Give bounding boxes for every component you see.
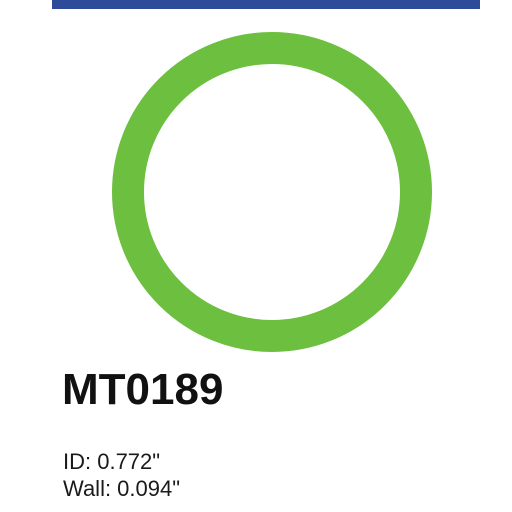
o-ring-image [104,28,440,364]
part-number: MT0189 [62,365,224,414]
o-ring-shape [112,32,432,352]
spec-inner-diameter: ID: 0.772" [63,449,161,474]
spec-wall-thickness: Wall: 0.094" [63,476,181,501]
header-bar [52,0,480,9]
o-ring-icon [112,32,432,352]
